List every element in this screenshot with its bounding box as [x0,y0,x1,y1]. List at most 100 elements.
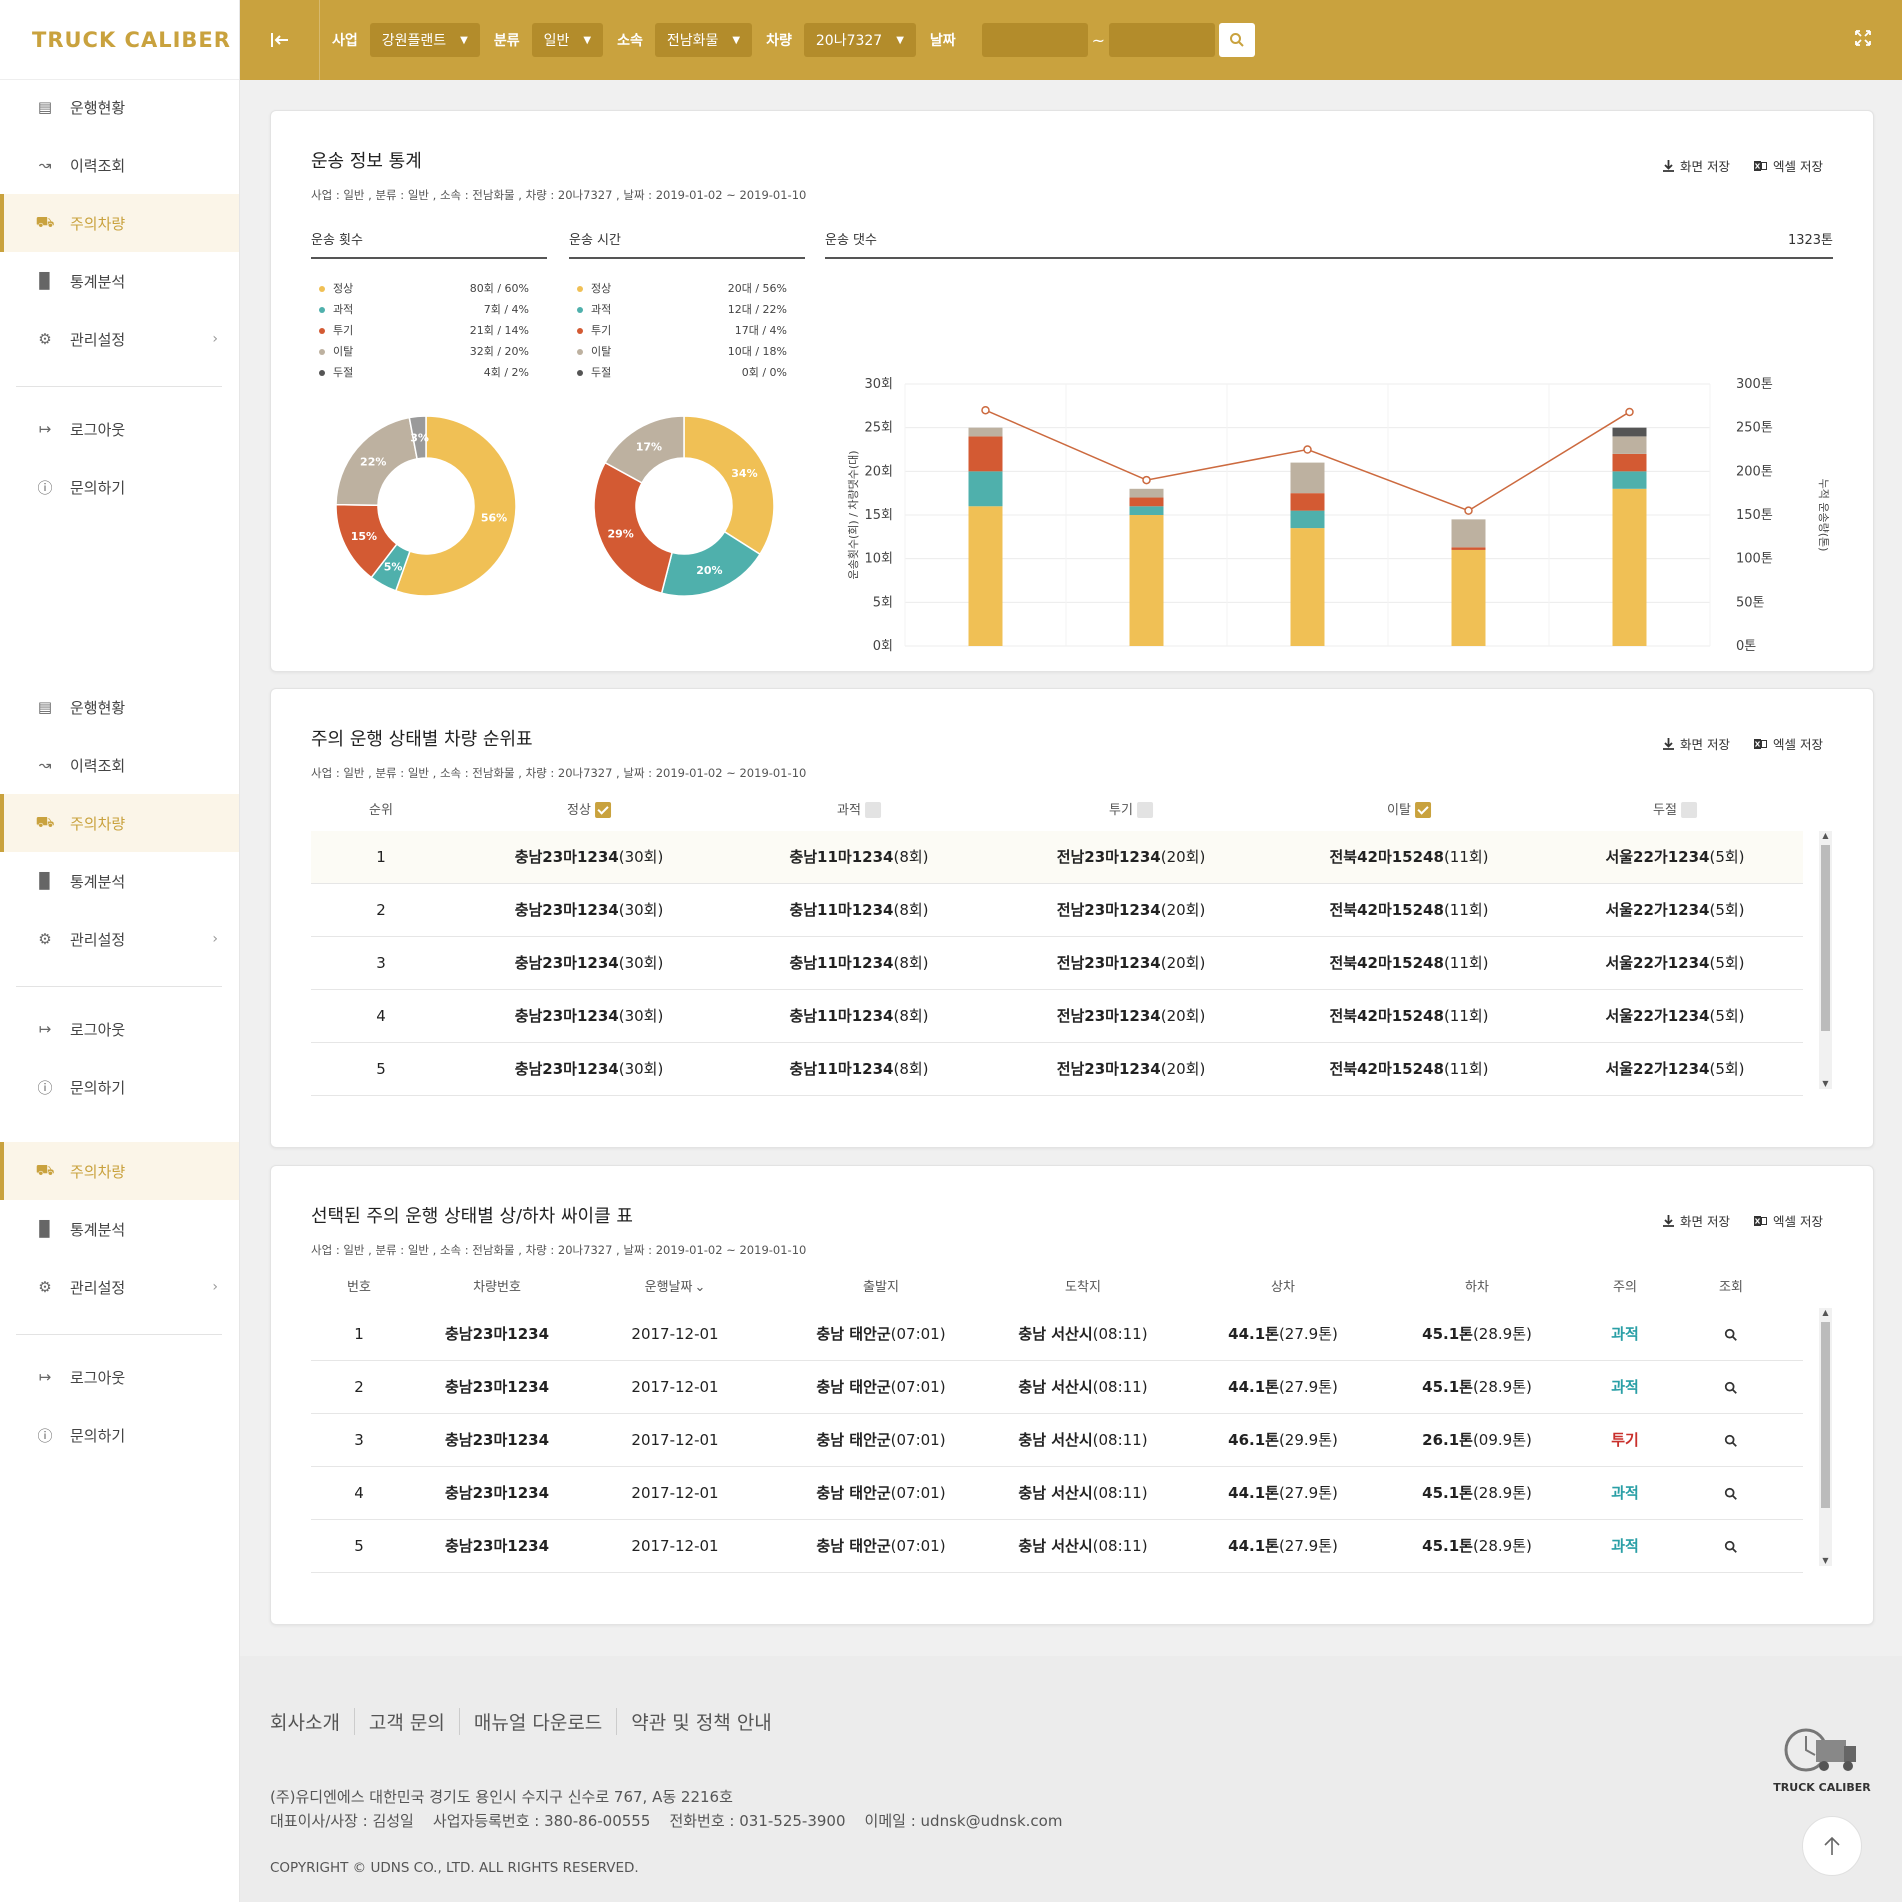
save-excel-button[interactable]: 엑셀 저장 [1754,156,1823,175]
collapse-sidebar-icon[interactable] [240,0,320,80]
table-row[interactable]: 1 충남23마1234 2017-12-01 충남 태안군(07:01) 충남 서산시(… [311,1308,1803,1361]
vehicle-cell[interactable]: 서울22가1234(5회) [1605,990,1744,1043]
vehicle-cell[interactable]: 전남23마1234(20회) [1057,937,1206,990]
vehicle-cell[interactable]: 서울22가1234(5회) [1605,884,1744,937]
ranking-header-4[interactable]: 이탈 [1387,799,1431,819]
sidebar-after-0-1[interactable]: ⓘ 문의하기 [0,458,239,516]
vehicle-cell[interactable]: 충남11마1234(8회) [789,990,928,1043]
vehicle-cell[interactable]: 충남23마1234(30회) [515,831,664,884]
vehicle-cell[interactable]: 전남23마1234(20회) [1057,831,1206,884]
view-button[interactable] [1724,1520,1738,1573]
save-screen-button[interactable]: 화면 저장 [1663,1211,1730,1230]
sidebar-after-1-1[interactable]: ⓘ 문의하기 [0,1058,239,1116]
category-select[interactable]: 일반 ▼ [531,23,604,57]
vehicle-cell[interactable]: 충남23마1234(30회) [515,937,664,990]
scroll-top-button[interactable] [1802,1816,1862,1876]
sidebar-item-1-3[interactable]: ▉ 통계분석 [0,852,239,910]
footer-link-1[interactable]: 고객 문의 [353,1708,459,1735]
sidebar-item-1-4[interactable]: ⚙ 관리설정 › [0,910,239,968]
table-row[interactable]: 5 충남23마1234(30회) 충남11마1234(8회) 전남23마1234(20… [311,1043,1803,1096]
search-button[interactable] [1219,23,1256,57]
cycle-scrollbar[interactable]: ▲ ▼ [1819,1308,1832,1566]
table-row[interactable]: 2 충남23마1234(30회) 충남11마1234(8회) 전남23마1234(20… [311,884,1803,937]
footer-link-2[interactable]: 매뉴얼 다운로드 [458,1708,616,1735]
save-excel-button[interactable]: 엑셀 저장 [1754,1211,1823,1230]
app-logo[interactable]: TRUCK CALIBER [0,0,239,80]
scroll-thumb[interactable] [1821,845,1830,1031]
vehicle-select[interactable]: 20나7327 ▼ [803,23,916,57]
vehicle-cell[interactable]: 전남23마1234(20회) [1057,884,1206,937]
save-screen-button[interactable]: 화면 저장 [1663,734,1730,753]
vehicle-cell[interactable]: 전북42마15248(11회) [1329,1043,1488,1096]
view-button[interactable] [1724,1361,1738,1414]
ranking-header-1[interactable]: 정상 [567,799,611,819]
vehicle-cell[interactable]: 서울22가1234(5회) [1605,831,1744,884]
sidebar-after-1-0[interactable]: ↦ 로그아웃 [0,1000,239,1058]
sidebar-item-2-0[interactable]: ⛟ 주의차량 [0,1142,239,1200]
sidebar-item-2-2[interactable]: ⚙ 관리설정 › [0,1258,239,1316]
sidebar-item-0-2[interactable]: ⛟ 주의차량 [0,194,239,252]
ranking-header-5[interactable]: 두절 [1653,799,1697,819]
vehicle-cell[interactable]: 전북42마15248(11회) [1329,990,1488,1043]
sidebar-item-1-0[interactable]: ▤ 운행현황 [0,678,239,736]
filter-checkbox[interactable] [1680,801,1697,818]
sidebar-item-0-3[interactable]: ▉ 통계분석 [0,252,239,310]
vehicle-cell[interactable]: 충남11마1234(8회) [789,884,928,937]
table-row[interactable]: 2 충남23마1234 2017-12-01 충남 태안군(07:01) 충남 서산시(… [311,1361,1803,1414]
table-row[interactable]: 3 충남23마1234(30회) 충남11마1234(8회) 전남23마1234(20… [311,937,1803,990]
vehicle-cell[interactable]: 충남11마1234(8회) [789,831,928,884]
scroll-thumb[interactable] [1821,1322,1830,1508]
footer-link-3[interactable]: 약관 및 정책 안내 [616,1708,785,1735]
table-row[interactable]: 1 충남23마1234(30회) 충남11마1234(8회) 전남23마1234(20… [311,831,1803,884]
scroll-down-icon[interactable]: ▼ [1822,1079,1829,1088]
date-start-input[interactable] [981,23,1088,57]
save-screen-button[interactable]: 화면 저장 [1663,156,1730,175]
footer-link-0[interactable]: 회사소개 [270,1712,340,1734]
vehicle-cell[interactable]: 서울22가1234(5회) [1605,1043,1744,1096]
view-button[interactable] [1724,1467,1738,1520]
sidebar-after-2-0[interactable]: ↦ 로그아웃 [0,1348,239,1406]
table-row[interactable]: 4 충남23마1234 2017-12-01 충남 태안군(07:01) 충남 서산시(… [311,1467,1803,1520]
vehicle-cell[interactable]: 충남23마1234(30회) [515,990,664,1043]
cycle-header-2[interactable]: 운행날짜 ⌄ [645,1276,706,1295]
sidebar-item-2-1[interactable]: ▉ 통계분석 [0,1200,239,1258]
y2-tick-label: 250톤 [1736,421,1773,436]
vehicle-cell[interactable]: 전북42마15248(11회) [1329,937,1488,990]
vehicle-cell[interactable]: 전남23마1234(20회) [1057,990,1206,1043]
view-button[interactable] [1724,1414,1738,1467]
filter-checkbox[interactable] [1414,801,1431,818]
scroll-up-icon[interactable]: ▲ [1822,1308,1829,1317]
sidebar-item-0-0[interactable]: ▤ 운행현황 [0,78,239,136]
sidebar-item-1-1[interactable]: ↝ 이력조회 [0,736,239,794]
vehicle-cell[interactable]: 충남11마1234(8회) [789,1043,928,1096]
fullscreen-icon[interactable] [1854,28,1872,52]
table-row[interactable]: 4 충남23마1234(30회) 충남11마1234(8회) 전남23마1234(20… [311,990,1803,1043]
sidebar-item-0-4[interactable]: ⚙ 관리설정 › [0,310,239,368]
filter-checkbox[interactable] [1136,801,1153,818]
filter-checkbox[interactable] [864,801,881,818]
vehicle-cell[interactable]: 충남23마1234(30회) [515,884,664,937]
sidebar-after-0-0[interactable]: ↦ 로그아웃 [0,400,239,458]
vehicle-cell[interactable]: 전북42마15248(11회) [1329,831,1488,884]
vehicle-cell[interactable]: 전남23마1234(20회) [1057,1043,1206,1096]
sidebar-item-1-2[interactable]: ⛟ 주의차량 [0,794,239,852]
scroll-up-icon[interactable]: ▲ [1822,831,1829,840]
view-button[interactable] [1724,1308,1738,1361]
table-row[interactable]: 5 충남23마1234 2017-12-01 충남 태안군(07:01) 충남 서산시(… [311,1520,1803,1573]
table-row[interactable]: 3 충남23마1234 2017-12-01 충남 태안군(07:01) 충남 서산시(… [311,1414,1803,1467]
ranking-header-2[interactable]: 과적 [837,799,881,819]
vehicle-cell[interactable]: 서울22가1234(5회) [1605,937,1744,990]
sidebar-after-2-1[interactable]: ⓘ 문의하기 [0,1406,239,1464]
vehicle-cell[interactable]: 충남23마1234(30회) [515,1043,664,1096]
scroll-down-icon[interactable]: ▼ [1822,1556,1829,1565]
ranking-scrollbar[interactable]: ▲ ▼ [1819,831,1832,1089]
vehicle-cell[interactable]: 충남11마1234(8회) [789,937,928,990]
affiliation-select[interactable]: 전남화물 ▼ [654,23,753,57]
date-end-input[interactable] [1109,23,1216,57]
business-select[interactable]: 강원플랜트 ▼ [369,23,480,57]
sidebar-item-0-1[interactable]: ↝ 이력조회 [0,136,239,194]
save-excel-button[interactable]: 엑셀 저장 [1754,734,1823,753]
ranking-header-3[interactable]: 투기 [1109,799,1153,819]
vehicle-cell[interactable]: 전북42마15248(11회) [1329,884,1488,937]
filter-checkbox[interactable] [594,801,611,818]
